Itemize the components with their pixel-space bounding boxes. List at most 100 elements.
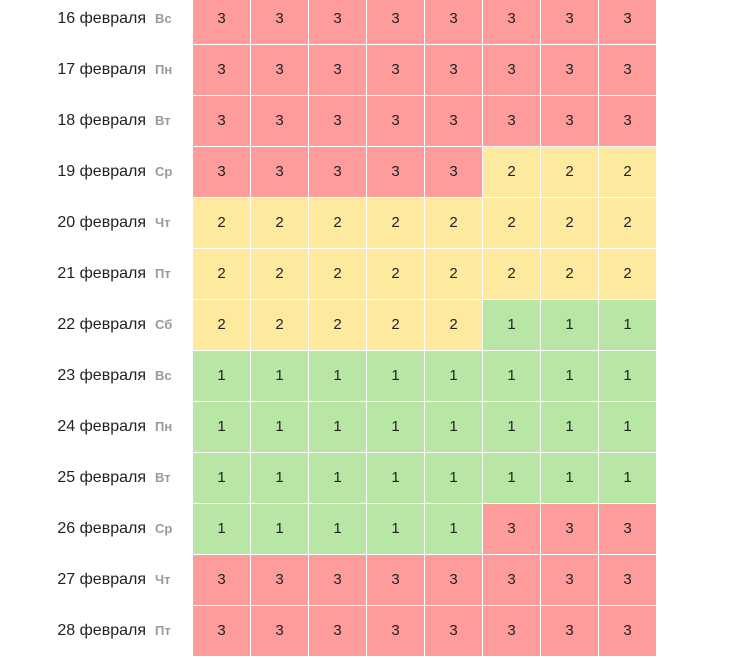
value-cell[interactable]: 3 <box>367 0 424 44</box>
value-cell[interactable]: 3 <box>367 96 424 146</box>
value-cell[interactable]: 1 <box>309 402 366 452</box>
value-cell[interactable]: 1 <box>193 351 250 401</box>
value-cell[interactable]: 2 <box>193 300 250 350</box>
value-cell[interactable]: 3 <box>193 147 250 197</box>
value-cell[interactable]: 1 <box>251 504 308 554</box>
value-cell[interactable]: 3 <box>309 147 366 197</box>
value-cell[interactable]: 3 <box>425 0 482 44</box>
value-cell[interactable]: 1 <box>599 300 656 350</box>
value-cell[interactable]: 3 <box>425 555 482 605</box>
value-cell[interactable]: 2 <box>309 249 366 299</box>
value-cell[interactable]: 2 <box>541 147 598 197</box>
value-cell[interactable]: 1 <box>483 402 540 452</box>
value-cell[interactable]: 3 <box>599 504 656 554</box>
value-cell[interactable]: 3 <box>251 96 308 146</box>
value-cell[interactable]: 1 <box>541 351 598 401</box>
value-cell[interactable]: 2 <box>193 198 250 248</box>
value-cell[interactable]: 1 <box>251 453 308 503</box>
value-cell[interactable]: 1 <box>309 453 366 503</box>
value-cell[interactable]: 3 <box>367 606 424 656</box>
value-cell[interactable]: 3 <box>483 606 540 656</box>
value-cell[interactable]: 1 <box>541 402 598 452</box>
value-cell[interactable]: 3 <box>309 96 366 146</box>
value-cell[interactable]: 2 <box>251 300 308 350</box>
value-cell[interactable]: 3 <box>599 0 656 44</box>
value-cell[interactable]: 3 <box>193 0 250 44</box>
value-cell[interactable]: 1 <box>483 453 540 503</box>
value-cell[interactable]: 3 <box>483 555 540 605</box>
value-cell[interactable]: 3 <box>425 96 482 146</box>
value-cell[interactable]: 3 <box>541 0 598 44</box>
value-cell[interactable]: 3 <box>309 555 366 605</box>
value-cell[interactable]: 3 <box>599 555 656 605</box>
value-cell[interactable]: 3 <box>309 0 366 44</box>
value-cell[interactable]: 3 <box>251 606 308 656</box>
value-cell[interactable]: 2 <box>251 198 308 248</box>
value-cell[interactable]: 1 <box>309 351 366 401</box>
value-cell[interactable]: 1 <box>599 402 656 452</box>
value-cell[interactable]: 3 <box>425 606 482 656</box>
value-cell[interactable]: 2 <box>483 198 540 248</box>
value-cell[interactable]: 3 <box>367 555 424 605</box>
value-cell[interactable]: 2 <box>483 147 540 197</box>
value-cell[interactable]: 1 <box>367 351 424 401</box>
value-cell[interactable]: 2 <box>541 198 598 248</box>
value-cell[interactable]: 2 <box>367 249 424 299</box>
value-cell[interactable]: 1 <box>367 453 424 503</box>
value-cell[interactable]: 2 <box>599 147 656 197</box>
value-cell[interactable]: 1 <box>193 402 250 452</box>
value-cell[interactable]: 2 <box>425 249 482 299</box>
value-cell[interactable]: 3 <box>251 555 308 605</box>
value-cell[interactable]: 1 <box>367 504 424 554</box>
value-cell[interactable]: 1 <box>425 351 482 401</box>
value-cell[interactable]: 3 <box>541 504 598 554</box>
value-cell[interactable]: 2 <box>541 249 598 299</box>
value-cell[interactable]: 3 <box>251 0 308 44</box>
value-cell[interactable]: 3 <box>367 45 424 95</box>
value-cell[interactable]: 1 <box>309 504 366 554</box>
value-cell[interactable]: 3 <box>599 606 656 656</box>
value-cell[interactable]: 1 <box>367 402 424 452</box>
value-cell[interactable]: 3 <box>425 147 482 197</box>
value-cell[interactable]: 3 <box>193 555 250 605</box>
value-cell[interactable]: 1 <box>193 504 250 554</box>
value-cell[interactable]: 3 <box>193 606 250 656</box>
value-cell[interactable]: 3 <box>483 96 540 146</box>
value-cell[interactable]: 3 <box>541 45 598 95</box>
value-cell[interactable]: 1 <box>425 402 482 452</box>
value-cell[interactable]: 3 <box>541 555 598 605</box>
value-cell[interactable]: 2 <box>309 300 366 350</box>
value-cell[interactable]: 2 <box>367 300 424 350</box>
value-cell[interactable]: 3 <box>309 45 366 95</box>
value-cell[interactable]: 3 <box>541 606 598 656</box>
value-cell[interactable]: 2 <box>425 198 482 248</box>
value-cell[interactable]: 1 <box>425 453 482 503</box>
value-cell[interactable]: 2 <box>483 249 540 299</box>
value-cell[interactable]: 1 <box>193 453 250 503</box>
value-cell[interactable]: 1 <box>599 351 656 401</box>
value-cell[interactable]: 3 <box>367 147 424 197</box>
value-cell[interactable]: 3 <box>483 45 540 95</box>
value-cell[interactable]: 2 <box>425 300 482 350</box>
value-cell[interactable]: 1 <box>425 504 482 554</box>
value-cell[interactable]: 2 <box>251 249 308 299</box>
value-cell[interactable]: 1 <box>251 351 308 401</box>
value-cell[interactable]: 3 <box>483 0 540 44</box>
value-cell[interactable]: 3 <box>599 96 656 146</box>
value-cell[interactable]: 1 <box>483 351 540 401</box>
value-cell[interactable]: 2 <box>309 198 366 248</box>
value-cell[interactable]: 2 <box>367 198 424 248</box>
value-cell[interactable]: 3 <box>541 96 598 146</box>
value-cell[interactable]: 1 <box>483 300 540 350</box>
value-cell[interactable]: 3 <box>425 45 482 95</box>
value-cell[interactable]: 3 <box>193 96 250 146</box>
value-cell[interactable]: 3 <box>599 45 656 95</box>
value-cell[interactable]: 3 <box>251 147 308 197</box>
value-cell[interactable]: 2 <box>193 249 250 299</box>
value-cell[interactable]: 1 <box>251 402 308 452</box>
value-cell[interactable]: 2 <box>599 249 656 299</box>
value-cell[interactable]: 3 <box>483 504 540 554</box>
value-cell[interactable]: 1 <box>541 453 598 503</box>
value-cell[interactable]: 1 <box>599 453 656 503</box>
value-cell[interactable]: 3 <box>251 45 308 95</box>
